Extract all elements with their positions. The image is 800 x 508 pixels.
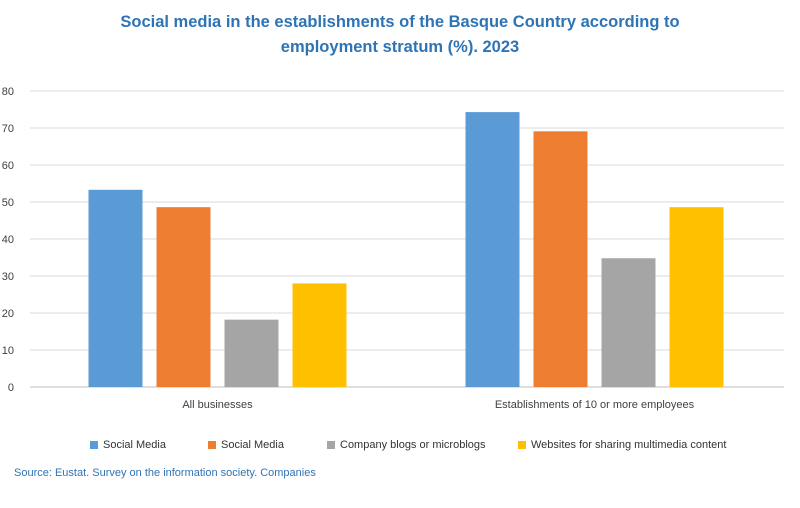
bar (601, 258, 656, 387)
bar (669, 207, 724, 387)
bar (224, 319, 279, 387)
legend-swatch (518, 441, 526, 449)
y-tick-label: 80 (2, 86, 14, 98)
bar (88, 189, 143, 387)
legend-label: Company blogs or microblogs (340, 439, 486, 451)
y-tick-label: 70 (2, 123, 14, 135)
legend-label: Social Media (103, 439, 166, 451)
bar (156, 207, 211, 387)
chart-title-line-2: employment stratum (%). 2023 (280, 38, 520, 56)
bar-chart: 0 10 20 30 40 50 60 70 80 All businesses Establish… (2, 86, 784, 411)
bar (533, 131, 588, 387)
chart-title: Social media in the establishments of th… (0, 10, 800, 60)
y-tick-label: 10 (2, 345, 14, 357)
legend-swatch (90, 441, 98, 449)
y-tick-label: 40 (2, 234, 14, 246)
legend-item: Social Media (90, 439, 166, 451)
legend-item: Company blogs or microblogs (327, 439, 486, 451)
category-label: Establishments of 10 or more employees (495, 399, 695, 411)
legend-item: Social Media (208, 439, 284, 451)
bar (292, 283, 347, 387)
y-tick-label: 20 (2, 308, 14, 320)
legend-label: Websites for sharing multimedia content (531, 439, 727, 451)
legend-swatch (208, 441, 216, 449)
legend-item: Websites for sharing multimedia content (518, 439, 726, 451)
chart-legend: Social Media Social Media Company blogs or… (0, 439, 800, 457)
y-tick-label: 0 (8, 382, 14, 394)
legend-swatch (327, 441, 335, 449)
legend-label: Social Media (221, 439, 284, 451)
y-tick-label: 30 (2, 271, 14, 283)
category-label: All businesses (182, 399, 253, 411)
bar (465, 112, 520, 387)
chart-title-line-1: Social media in the establishments of th… (120, 13, 680, 31)
y-tick-label: 50 (2, 197, 14, 209)
y-tick-label: 60 (2, 160, 14, 172)
source-note: Source: Eustat. Survey on the informatio… (14, 467, 316, 479)
